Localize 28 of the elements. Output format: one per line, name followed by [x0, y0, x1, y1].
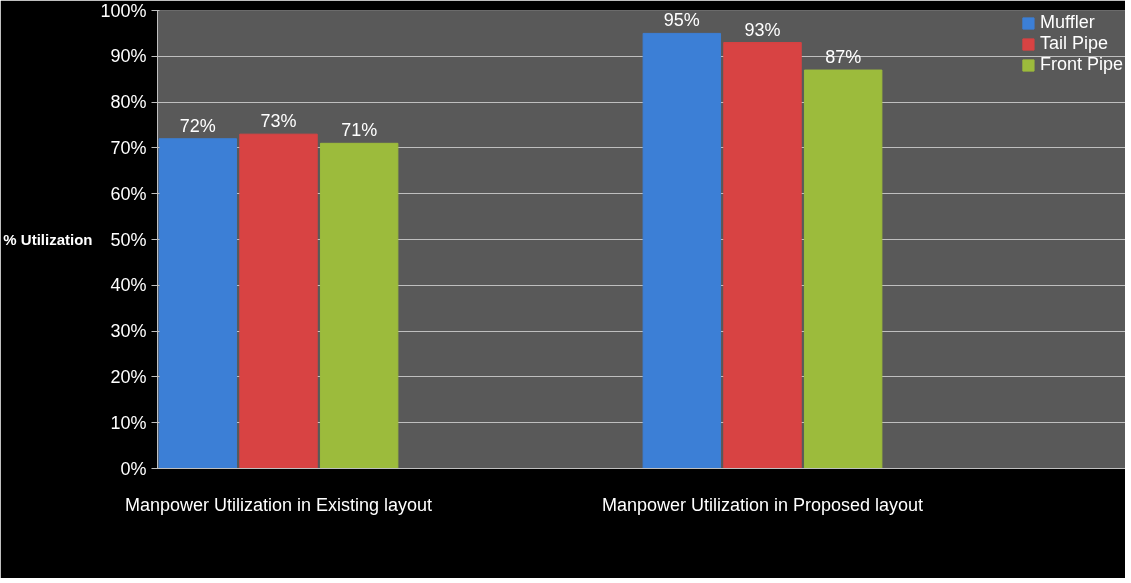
y-tick-label: 60%	[110, 183, 147, 204]
y-tick-label: 100%	[100, 0, 147, 21]
bar	[723, 42, 802, 469]
bar	[319, 142, 399, 469]
y-tick-label: 0%	[120, 458, 147, 479]
x-tick-label: Manpower Utilization in Existing layout	[124, 494, 433, 515]
y-axis-title: % Utilization	[3, 231, 93, 248]
bar	[803, 69, 883, 469]
data-label: 72%	[179, 115, 216, 136]
legend-label: Muffler	[1039, 12, 1095, 33]
data-label: 95%	[663, 10, 700, 31]
x-tick-label: Manpower Utilization in Proposed layout	[601, 494, 924, 515]
bar	[642, 32, 722, 469]
bar	[239, 133, 318, 469]
y-tick-label: 50%	[110, 229, 147, 250]
y-tick-label: 30%	[110, 321, 147, 342]
legend-label: Front Pipe	[1039, 54, 1123, 75]
y-tick-label: 80%	[110, 92, 147, 113]
data-label: 93%	[744, 19, 781, 40]
data-label: 71%	[341, 120, 378, 141]
y-tick-label: 70%	[110, 137, 147, 158]
y-tick-label: 20%	[110, 366, 147, 387]
data-label: 73%	[260, 111, 297, 132]
legend-label: Tail Pipe	[1039, 33, 1108, 54]
bar	[158, 138, 238, 469]
y-tick-label: 10%	[110, 412, 147, 433]
y-tick-label: 40%	[110, 275, 147, 296]
y-tick-label: 90%	[110, 46, 147, 67]
